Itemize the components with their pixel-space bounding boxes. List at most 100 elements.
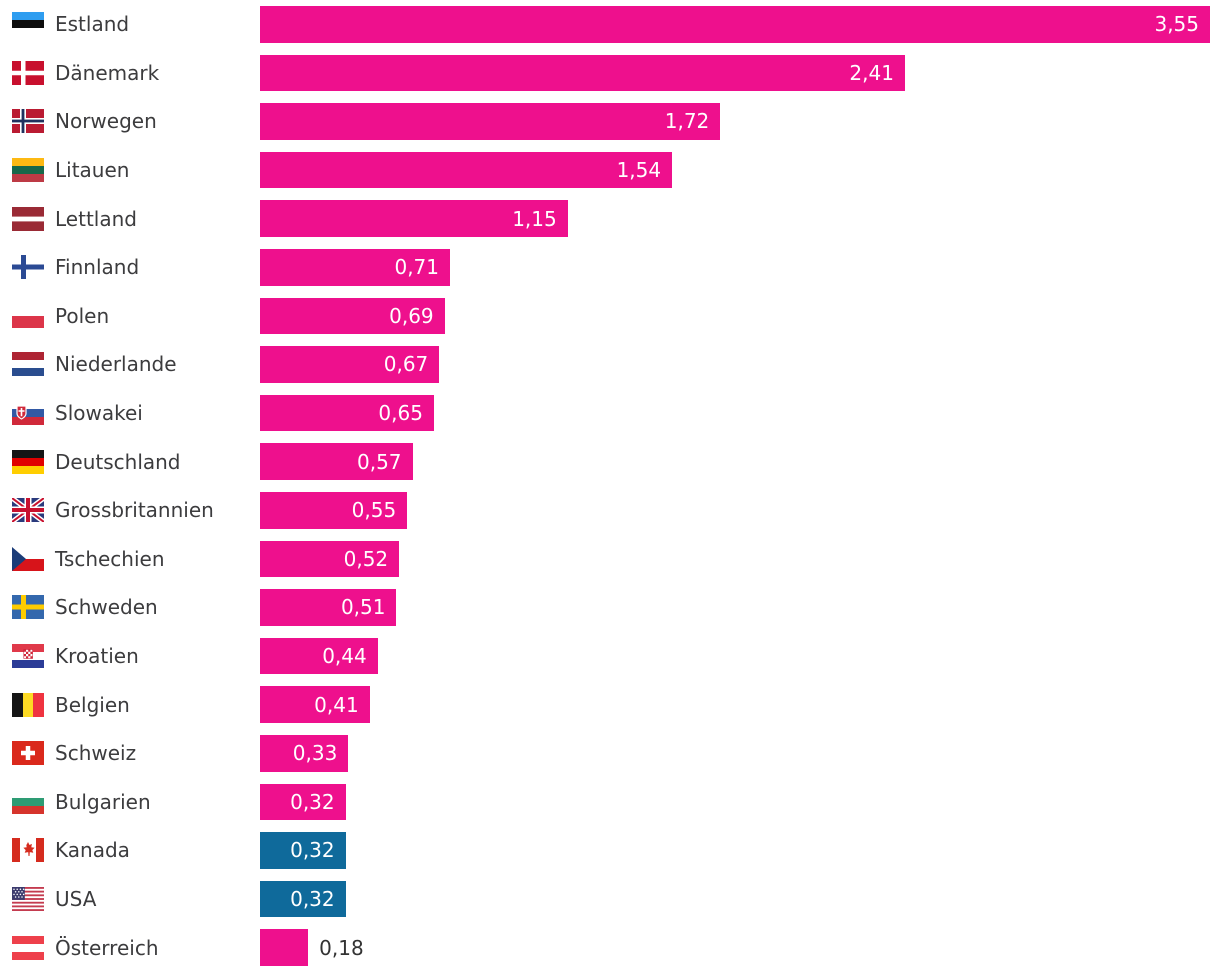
poland-flag-icon	[12, 303, 44, 328]
norway-flag-icon	[12, 109, 44, 134]
country-label: Estland	[55, 12, 130, 37]
bar-track: 0,55	[260, 491, 1210, 529]
bar: 2,41	[260, 54, 905, 92]
bar-value-label: 0,71	[394, 255, 439, 280]
bar-track: 1,54	[260, 151, 1210, 189]
bar-value-label: 0,33	[292, 741, 338, 766]
chart-row: Deutschland 0,57	[0, 437, 1220, 486]
bar: 0,71	[260, 248, 450, 286]
row-label-group: Niederlande	[0, 352, 260, 377]
country-label: Grossbritannien	[55, 498, 214, 523]
row-label-group: Bulgarien	[0, 789, 260, 814]
bar-value-label: 0,41	[314, 692, 359, 717]
bar-track: 0,57	[260, 443, 1210, 480]
bar-value-label: 0,32	[290, 886, 335, 911]
bar-value-label: 0,32	[290, 789, 335, 814]
slovakia-flag-icon	[12, 401, 44, 426]
sweden-flag-icon	[12, 595, 44, 620]
bar-value-label: 0,44	[322, 644, 367, 669]
chart-row: Österreich 0,18	[0, 923, 1220, 972]
bar-value-label: 0,52	[343, 546, 389, 571]
bar-value-label: 0,32	[290, 838, 335, 863]
country-label: Lettland	[55, 206, 137, 231]
bar: 0,41	[260, 686, 370, 723]
bar: 1,54	[260, 151, 673, 189]
country-label: Polen	[55, 303, 110, 328]
bar-value-label: 0,18	[319, 935, 364, 960]
bar-track: 0,71	[260, 248, 1210, 286]
bar-value-label: 0,51	[340, 595, 386, 620]
bar: 0,52	[260, 540, 400, 578]
bar-track: 0,65	[260, 394, 1210, 432]
chart-row: Tschechien 0,52	[0, 535, 1220, 584]
bar: 0,32	[260, 832, 346, 869]
chart-row: Slowakei 0,65	[0, 389, 1220, 438]
lithuania-flag-icon	[12, 158, 44, 183]
country-label: Finnland	[55, 255, 140, 280]
chart-row: Grossbritannien 0,55	[0, 486, 1220, 535]
row-label-group: Kanada	[0, 838, 260, 863]
row-label-group: Slowakei	[0, 401, 260, 426]
bar-value-label: 0,57	[357, 449, 402, 474]
bar: 3,55	[260, 6, 1210, 43]
bar-track: 0,32	[260, 832, 1210, 869]
bulgaria-flag-icon	[12, 789, 44, 814]
bar-track: 0,18	[260, 929, 1210, 966]
bar-value-label: 1,72	[664, 109, 710, 134]
country-label: Belgien	[55, 692, 130, 717]
bar: 1,72	[260, 103, 721, 140]
bar-track: 2,41	[260, 54, 1210, 92]
chart-row: Kanada 0,32	[0, 826, 1220, 875]
country-label: Tschechien	[55, 546, 165, 571]
bar-value-label: 0,67	[383, 352, 429, 377]
bar: 0,57	[260, 443, 413, 480]
row-label-group: Grossbritannien	[0, 498, 260, 523]
estonia-flag-icon	[12, 12, 44, 37]
chart-row: Niederlande 0,67	[0, 340, 1220, 389]
country-label: Kroatien	[55, 644, 139, 669]
row-label-group: Finnland	[0, 255, 260, 280]
bar: 0,18	[260, 929, 364, 966]
row-label-group: Lettland	[0, 206, 260, 231]
chart-row: Lettland 1,15	[0, 194, 1220, 243]
bar: 0,69	[260, 297, 445, 335]
bar-value-label: 1,54	[616, 158, 662, 183]
country-label: Schweden	[55, 595, 158, 620]
netherlands-flag-icon	[12, 352, 44, 377]
row-label-group: Österreich	[0, 935, 260, 960]
row-label-group: Estland	[0, 12, 260, 37]
bar-track: 0,67	[260, 346, 1210, 383]
bar: 1,15	[260, 200, 568, 237]
latvia-flag-icon	[12, 206, 44, 231]
bar-track: 0,51	[260, 589, 1210, 626]
row-label-group: Schweiz	[0, 741, 260, 766]
row-label-group: Belgien	[0, 692, 260, 717]
row-label-group: Polen	[0, 303, 260, 328]
row-label-group: Norwegen	[0, 109, 260, 134]
country-label: Norwegen	[55, 109, 157, 134]
bar-value-label: 3,55	[1154, 12, 1199, 37]
chart-row: Kroatien 0,44	[0, 632, 1220, 681]
bar: 0,51	[260, 589, 397, 626]
bar-track: 0,69	[260, 297, 1210, 335]
bar: 0,32	[260, 783, 346, 821]
row-label-group: Deutschland	[0, 449, 260, 474]
country-label: Litauen	[55, 158, 130, 183]
chart-row: Bulgarien 0,32	[0, 778, 1220, 827]
row-label-group: Dänemark	[0, 60, 260, 85]
bar-track: 1,72	[260, 103, 1210, 140]
chart-row: Estland 3,55	[0, 0, 1220, 49]
chart-row: Polen 0,69	[0, 292, 1220, 341]
bar: 0,65	[260, 394, 434, 432]
country-label: Kanada	[55, 838, 130, 863]
row-label-group: Tschechien	[0, 546, 260, 571]
canada-flag-icon	[12, 838, 44, 863]
austria-flag-icon	[12, 935, 44, 960]
usa-flag-icon	[12, 886, 44, 911]
bar: 0,44	[260, 637, 378, 675]
chart-row: USA 0,32	[0, 875, 1220, 924]
country-label: Deutschland	[55, 449, 181, 474]
bar-track: 1,15	[260, 200, 1210, 237]
chart-row: Norwegen 1,72	[0, 97, 1220, 146]
